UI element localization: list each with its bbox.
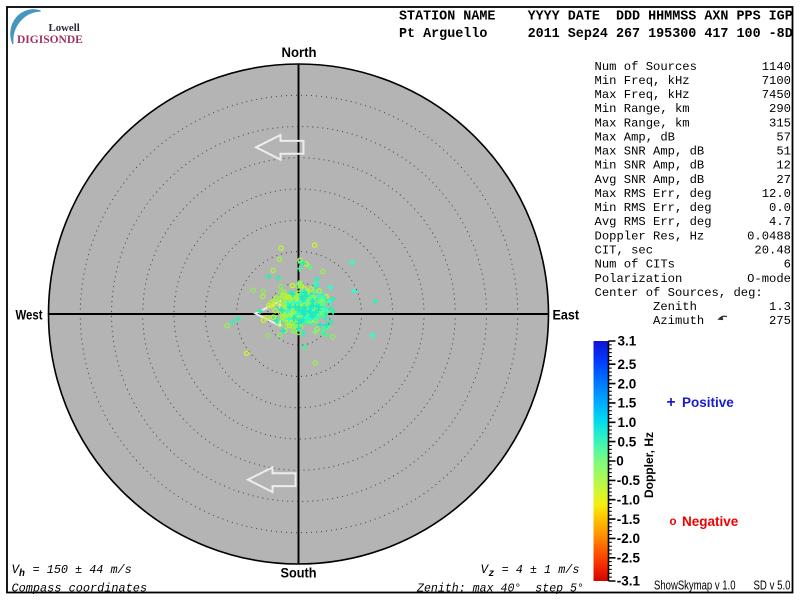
svg-text:Min RMS Err, deg: Min RMS Err, deg	[595, 201, 712, 215]
svg-text:West: West	[16, 307, 43, 323]
svg-text:-1.0: -1.0	[617, 492, 640, 507]
svg-text:0.0: 0.0	[769, 201, 791, 215]
svg-text:3.1: 3.1	[618, 334, 637, 349]
svg-text:z: z	[489, 568, 495, 579]
svg-text:South: South	[281, 565, 317, 581]
svg-text:East: East	[553, 307, 580, 323]
svg-text:Min SNR Amp, dB: Min SNR Amp, dB	[595, 159, 705, 173]
svg-text:6: 6	[784, 258, 791, 272]
svg-text:Zenith: max 40° step 5°: Zenith: max 40° step 5°	[416, 583, 584, 596]
svg-text:Max Range, km: Max Range, km	[595, 116, 690, 130]
svg-text:V: V	[481, 563, 490, 577]
svg-text:1.3: 1.3	[769, 300, 791, 314]
svg-text:Zenith: Zenith	[595, 300, 697, 314]
svg-text:Center of Sources, deg:: Center of Sources, deg:	[595, 286, 763, 300]
svg-text:Azimuth: Azimuth	[595, 314, 705, 328]
svg-text:Lowell: Lowell	[49, 22, 80, 34]
svg-text:1.0: 1.0	[618, 415, 637, 430]
svg-text:12: 12	[776, 159, 791, 173]
svg-text:Polarization: Polarization	[595, 272, 683, 286]
svg-text:Max RMS Err, deg: Max RMS Err, deg	[595, 187, 712, 201]
svg-text:2.0: 2.0	[618, 376, 637, 391]
svg-text:CIT, sec: CIT, sec	[595, 244, 654, 258]
svg-text:4.7: 4.7	[769, 215, 791, 229]
svg-text:20.48: 20.48	[754, 244, 791, 258]
svg-text:315: 315	[769, 116, 791, 130]
svg-text:DIGISONDE: DIGISONDE	[17, 34, 83, 46]
svg-text:0.0488: 0.0488	[747, 229, 791, 243]
svg-text:0: 0	[616, 454, 624, 469]
svg-text:-0.5: -0.5	[617, 473, 641, 488]
svg-text:Avg SNR Amp, dB: Avg SNR Amp, dB	[595, 173, 705, 187]
svg-text:Doppler Res, Hz: Doppler Res, Hz	[595, 229, 705, 243]
svg-text:Min Freq, kHz: Min Freq, kHz	[595, 74, 690, 88]
svg-text:Avg RMS Err, deg: Avg RMS Err, deg	[595, 215, 712, 229]
svg-text:ShowSkymap v 1.0: ShowSkymap v 1.0	[654, 578, 736, 593]
svg-text:57: 57	[776, 130, 791, 144]
svg-text:7100: 7100	[762, 74, 791, 88]
svg-text:Max Amp, dB: Max Amp, dB	[595, 130, 675, 144]
svg-text:= 4 ± 1 m/s: = 4 ± 1 m/s	[495, 563, 580, 577]
svg-text:1.5: 1.5	[618, 396, 637, 411]
svg-text:= 150 ± 44 m/s: = 150 ± 44 m/s	[26, 563, 132, 577]
svg-text:North: North	[282, 44, 317, 60]
svg-text:Negative: Negative	[682, 514, 739, 529]
svg-text:Num of CITs: Num of CITs	[595, 258, 675, 272]
svg-text:Max Freq, kHz: Max Freq, kHz	[595, 88, 690, 102]
svg-text:h: h	[19, 568, 25, 579]
svg-text:Compass coordinates: Compass coordinates	[12, 582, 148, 596]
svg-text:o: o	[670, 516, 677, 528]
svg-text:Pt Arguello 2011 Sep24 267: Pt Arguello 2011 Sep24 267 195300 417 10…	[399, 27, 793, 42]
svg-text:Doppler, Hz: Doppler, Hz	[642, 432, 656, 498]
svg-text:Positive: Positive	[682, 395, 734, 410]
svg-text:51: 51	[776, 145, 791, 159]
svg-text:-1.5: -1.5	[617, 512, 641, 527]
svg-text:1140: 1140	[762, 60, 791, 74]
svg-text:-2.5: -2.5	[617, 551, 641, 566]
svg-text:0.5: 0.5	[618, 434, 637, 449]
svg-text:STATION NAME YYYY DATE DDD: STATION NAME YYYY DATE DDD HHMMSS AXN PP…	[399, 10, 793, 25]
svg-text:-2.0: -2.0	[617, 531, 640, 546]
svg-text:Max SNR Amp, dB: Max SNR Amp, dB	[595, 145, 705, 159]
svg-text:Num of Sources: Num of Sources	[595, 60, 697, 74]
svg-text:-3.1: -3.1	[617, 574, 641, 589]
svg-text:Min Range, km: Min Range, km	[595, 102, 690, 116]
svg-text:290: 290	[769, 102, 791, 116]
svg-text:27: 27	[776, 173, 791, 187]
svg-text:+: +	[667, 394, 676, 411]
svg-text:2.5: 2.5	[618, 357, 637, 372]
svg-text:12.0: 12.0	[762, 187, 791, 201]
svg-text:7450: 7450	[762, 88, 791, 102]
svg-text:O-mode: O-mode	[747, 272, 791, 286]
svg-text:275: 275	[769, 314, 791, 328]
svg-text:V: V	[12, 563, 21, 577]
svg-text:SD v 5.0: SD v 5.0	[754, 578, 791, 593]
